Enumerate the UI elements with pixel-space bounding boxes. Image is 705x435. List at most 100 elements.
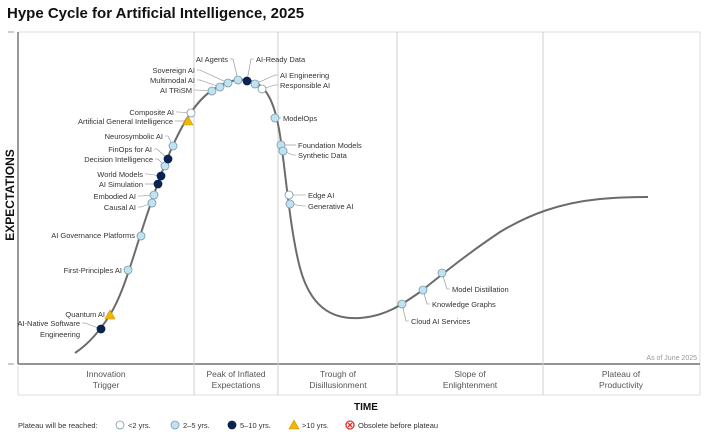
legend-label: 2–5 yrs. xyxy=(183,421,210,430)
technology-point[interactable]: Quantum AI xyxy=(65,309,116,320)
technology-label: AI Engineering xyxy=(280,71,329,80)
technology-point[interactable]: AI-Native Software Engineering xyxy=(17,319,106,339)
leader-line xyxy=(194,89,213,92)
phase-label: Enlightenment xyxy=(443,380,498,390)
phase-label: Trough of xyxy=(320,369,357,379)
technology-point[interactable]: AI-Ready Data xyxy=(242,55,306,86)
circle-marker-icon xyxy=(257,84,267,94)
phase-label: Disillusionment xyxy=(309,380,367,390)
legend-item: <2 yrs. xyxy=(115,420,151,430)
technology-label: World Models xyxy=(97,170,143,179)
technology-label: Foundation Models xyxy=(298,141,362,150)
phase-label: Plateau of xyxy=(602,369,641,379)
technology-label: AI Governance Platforms xyxy=(51,231,135,240)
legend: Plateau will be reached: <2 yrs. 2–5 yrs. 5… xyxy=(18,419,438,430)
technology-point[interactable]: Edge AI xyxy=(284,190,334,200)
technology-label: Cloud AI Services xyxy=(411,317,470,326)
circle-marker-icon xyxy=(168,141,178,151)
hype-curve xyxy=(74,78,649,354)
phase-label: Slope of xyxy=(454,369,486,379)
technology-label: AI-Native Software Engineering xyxy=(17,319,80,339)
technology-point[interactable]: Synthetic Data xyxy=(278,146,348,160)
technology-point[interactable]: ModelOps xyxy=(270,113,317,123)
phase-label: Expectations xyxy=(212,380,261,390)
technology-label: Quantum AI xyxy=(65,310,105,319)
legend-label: 5–10 yrs. xyxy=(240,421,271,430)
y-axis-label: EXPECTATIONS xyxy=(3,149,17,241)
circle-marker-icon xyxy=(284,190,294,200)
technology-label: First-Principles AI xyxy=(64,266,122,275)
circle-marker-icon xyxy=(163,154,173,164)
circle-marker-icon xyxy=(147,198,157,208)
circle-marker-icon xyxy=(96,324,106,334)
as-of-date: As of June 2025 xyxy=(646,355,697,362)
technology-label: Sovereign AI xyxy=(152,66,195,75)
circle-marker-icon xyxy=(233,75,243,85)
technology-point[interactable]: First-Principles AI xyxy=(64,265,133,275)
phase-label: Peak of Inflated xyxy=(206,369,265,379)
circle-marker-icon xyxy=(285,199,295,209)
legend-marker-icon xyxy=(288,419,300,430)
circle-marker-icon xyxy=(437,268,447,278)
leader-line xyxy=(197,69,229,84)
technology-point[interactable]: AI Agents xyxy=(196,55,243,85)
circle-marker-icon xyxy=(242,76,252,86)
technology-point[interactable]: Causal AI xyxy=(104,198,157,212)
technology-label: Multimodal AI xyxy=(150,76,195,85)
x-mark-icon xyxy=(347,422,353,428)
circle-marker-icon xyxy=(223,78,233,88)
triangle-marker-icon xyxy=(104,309,116,320)
circle-marker-icon xyxy=(156,171,166,181)
phase-label: Innovation xyxy=(86,369,125,379)
circle-marker-icon xyxy=(207,86,217,96)
technology-label: AI Agents xyxy=(196,55,228,64)
technology-label: Generative AI xyxy=(308,202,353,211)
technology-label: Decision Intelligence xyxy=(84,155,153,164)
technology-label: AI-Ready Data xyxy=(256,55,306,64)
technology-point[interactable]: Cloud AI Services xyxy=(397,299,470,326)
circle-marker-icon xyxy=(215,82,225,92)
technology-label: Artificial General Intelligence xyxy=(78,117,173,126)
technology-point[interactable]: AI TRiSM xyxy=(160,86,217,96)
circle-marker-icon xyxy=(136,231,146,241)
technology-point[interactable]: Knowledge Graphs xyxy=(418,285,496,309)
technology-point[interactable]: Generative AI xyxy=(285,199,353,211)
technology-point[interactable]: Sovereign AI xyxy=(152,66,233,88)
technology-point[interactable]: Neurosymbolic AI xyxy=(105,132,178,151)
triangle-marker-icon xyxy=(182,115,194,126)
leader-line xyxy=(254,74,278,85)
circle-marker-icon xyxy=(250,79,260,89)
technology-point[interactable]: Responsible AI xyxy=(257,81,330,94)
technology-point[interactable]: AI Simulation xyxy=(99,179,163,189)
technology-point[interactable]: Foundation Models xyxy=(276,140,362,150)
technology-point[interactable]: World Models xyxy=(97,170,166,181)
technology-label: FinOps for AI xyxy=(108,145,152,154)
technology-point[interactable]: Embodied AI xyxy=(93,190,159,201)
technology-point[interactable]: Composite AI xyxy=(129,108,196,118)
leader-line xyxy=(197,79,221,88)
circle-marker-icon xyxy=(278,146,288,156)
technology-point[interactable]: AI Engineering xyxy=(250,71,329,89)
technology-point[interactable]: AI Governance Platforms xyxy=(51,231,146,241)
technology-label: Responsible AI xyxy=(280,81,330,90)
circle-marker-icon xyxy=(153,179,163,189)
leader-line xyxy=(441,272,450,290)
legend-item: 5–10 yrs. xyxy=(227,420,271,430)
technology-point[interactable]: Model Distillation xyxy=(437,268,509,294)
leader-line xyxy=(246,58,254,82)
technology-label: Model Distillation xyxy=(452,285,509,294)
leader-line xyxy=(422,289,430,305)
circle-marker-icon xyxy=(418,285,428,295)
leader-line xyxy=(154,148,169,160)
technology-point[interactable]: FinOps for AI xyxy=(108,145,173,164)
technology-label: Edge AI xyxy=(308,191,334,200)
leader-line xyxy=(401,303,409,322)
technology-label: Synthetic Data xyxy=(298,151,348,160)
technology-point[interactable]: Decision Intelligence xyxy=(84,155,170,171)
technology-point[interactable]: Artificial General Intelligence xyxy=(78,115,194,126)
circle-marker-icon xyxy=(186,108,196,118)
technology-label: AI TRiSM xyxy=(160,86,192,95)
x-axis-label: TIME xyxy=(354,402,378,413)
technology-label: Causal AI xyxy=(104,203,136,212)
technology-point[interactable]: Multimodal AI xyxy=(150,76,225,92)
